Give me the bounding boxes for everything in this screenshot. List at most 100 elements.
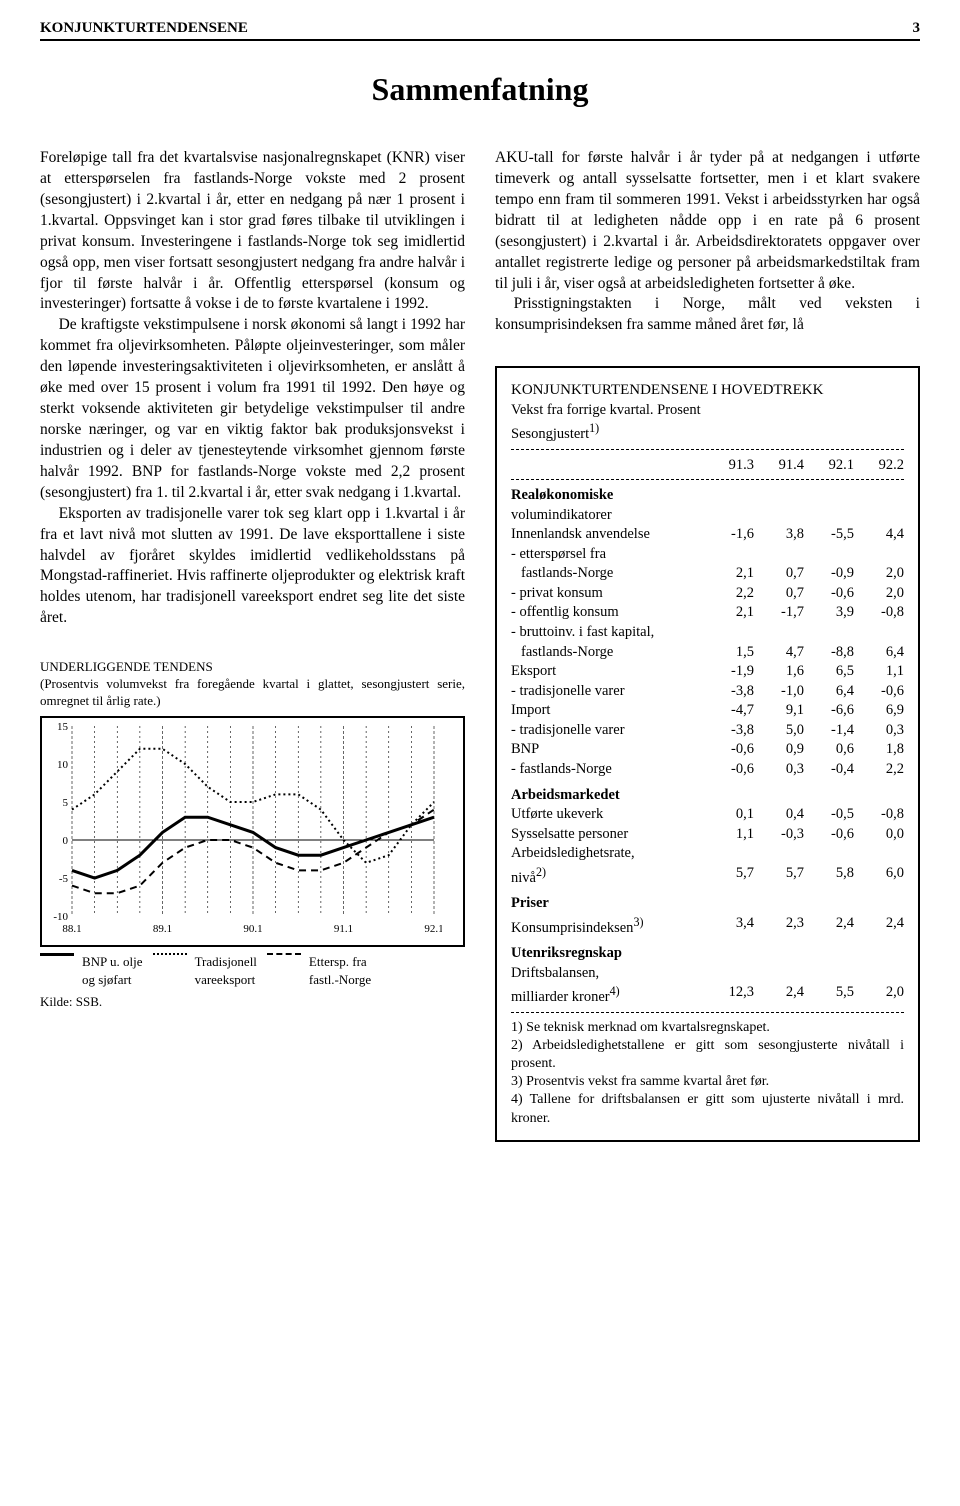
table-row-label: Import <box>511 701 704 721</box>
table-cell: 5,8 <box>804 864 854 888</box>
table-row-label: Utførte ukeverk <box>511 805 704 825</box>
table-row: nivå2)5,75,75,86,0 <box>511 864 904 888</box>
table-row: Import-4,79,1-6,66,9 <box>511 701 904 721</box>
table-cell <box>854 623 904 643</box>
svg-text:-5: -5 <box>59 873 69 885</box>
table-cell: 6,4 <box>804 682 854 702</box>
table-notes: 1) Se teknisk merknad om kvartalsregnska… <box>511 1019 904 1128</box>
table-cell: 2,0 <box>854 584 904 604</box>
table-row-label: - tradisjonelle varer <box>511 721 704 741</box>
table-cell: 2,0 <box>854 983 904 1007</box>
svg-text:15: 15 <box>57 721 69 733</box>
table-cell: 5,7 <box>754 864 804 888</box>
table-cell: -8,8 <box>804 643 854 663</box>
table-cell: 0,9 <box>754 740 804 760</box>
summary-table: KONJUNKTURTENDENSENE I HOVEDTREKK Vekst … <box>495 366 920 1141</box>
table-row: - privat konsum2,20,7-0,62,0 <box>511 584 904 604</box>
dash-rule <box>511 1012 904 1013</box>
table-cell: 2,0 <box>854 564 904 584</box>
main-title: Sammenfatning <box>40 71 920 108</box>
table-cell: 9,1 <box>754 701 804 721</box>
table-cell: -0,5 <box>804 805 854 825</box>
chart-legend: BNP u. oljeog sjøfartTradisjonellvareeks… <box>40 953 465 989</box>
table-cell <box>804 964 854 984</box>
table-row: Driftsbalansen, <box>511 964 904 984</box>
table-cell: -0,4 <box>804 760 854 780</box>
table-cell <box>854 964 904 984</box>
table-cell: 1,1 <box>704 825 754 845</box>
table-cell <box>804 623 854 643</box>
table-note: 2) Arbeidsledighetstallene er gitt som s… <box>511 1037 904 1073</box>
table-cell: 2,1 <box>704 564 754 584</box>
svg-text:5: 5 <box>63 797 69 809</box>
table-cell: -4,7 <box>704 701 754 721</box>
table-cell: 2,1 <box>704 603 754 623</box>
table-row-label: Konsumprisindeksen3) <box>511 914 704 938</box>
table-row: Utførte ukeverk0,10,4-0,5-0,8 <box>511 805 904 825</box>
table-cell: -3,8 <box>704 721 754 741</box>
table-cell: 2,4 <box>804 914 854 938</box>
table-row-label: BNP <box>511 740 704 760</box>
table-cell: 6,5 <box>804 662 854 682</box>
table-row-label: - etterspørsel fra <box>511 545 704 565</box>
table-cell: -0,3 <box>754 825 804 845</box>
table-row: - fastlands-Norge-0,60,3-0,42,2 <box>511 760 904 780</box>
svg-text:92.1: 92.1 <box>424 923 442 935</box>
table-cell: 5,0 <box>754 721 804 741</box>
table-cell: 0,0 <box>854 825 904 845</box>
table-col-headers: 91.391.492.192.2 <box>511 456 904 476</box>
table-cell: -0,6 <box>704 760 754 780</box>
table-section-heading: Arbeidsmarkedet <box>511 786 904 806</box>
table-row: Innenlandsk anvendelse-1,63,8-5,54,4 <box>511 525 904 545</box>
table-cell: -6,6 <box>804 701 854 721</box>
table-row: Konsumprisindeksen3)3,42,32,42,4 <box>511 914 904 938</box>
legend-swatch <box>40 953 74 956</box>
table-cell: -0,6 <box>804 584 854 604</box>
header-left: KONJUNKTURTENDENSENE <box>40 20 248 37</box>
table-row: - tradisjonelle varer-3,85,0-1,40,3 <box>511 721 904 741</box>
svg-text:90.1: 90.1 <box>243 923 262 935</box>
table-note: 4) Tallene for driftsbalansen er gitt so… <box>511 1091 904 1127</box>
table-row-label: - offentlig konsum <box>511 603 704 623</box>
table-row-label: milliarder kroner4) <box>511 983 704 1007</box>
chart-source: Kilde: SSB. <box>40 993 465 1011</box>
table-cell: 0,6 <box>804 740 854 760</box>
table-cell: 0,7 <box>754 564 804 584</box>
table-cell: -0,8 <box>854 603 904 623</box>
table-row: BNP-0,60,90,61,8 <box>511 740 904 760</box>
svg-text:10: 10 <box>57 759 69 771</box>
table-cell: 3,4 <box>704 914 754 938</box>
table-cell: 3,8 <box>754 525 804 545</box>
table-cell <box>804 545 854 565</box>
table-cell <box>704 545 754 565</box>
table-section-heading: Utenriksregnskap <box>511 944 904 964</box>
table-cell: -1,4 <box>804 721 854 741</box>
table-row-label: - tradisjonelle varer <box>511 682 704 702</box>
table-row-label: fastlands-Norge <box>511 564 704 584</box>
table-col-header: 92.1 <box>804 456 854 476</box>
body-paragraph: AKU-tall for første halvår i år tyder på… <box>495 148 920 294</box>
table-cell: 6,0 <box>854 864 904 888</box>
table-row: Eksport-1,91,66,51,1 <box>511 662 904 682</box>
table-cell: -0,6 <box>854 682 904 702</box>
table-row: - tradisjonelle varer-3,8-1,06,4-0,6 <box>511 682 904 702</box>
table-cell: 2,4 <box>754 983 804 1007</box>
body-paragraph: De kraftigste vekstimpulsene i norsk øko… <box>40 315 465 503</box>
chart-title: UNDERLIGGENDE TENDENS (Prosentvis volumv… <box>40 659 465 710</box>
svg-text:-10: -10 <box>53 911 68 923</box>
table-cell: 0,3 <box>854 721 904 741</box>
table-row-label: - bruttoinv. i fast kapital, <box>511 623 704 643</box>
table-cell: -1,9 <box>704 662 754 682</box>
table-row-label: fastlands-Norge <box>511 643 704 663</box>
chart-block: UNDERLIGGENDE TENDENS (Prosentvis volumv… <box>40 659 465 1011</box>
legend-label: Ettersp. frafastl.-Norge <box>309 953 371 989</box>
legend-label: Tradisjonellvareeksport <box>195 953 257 989</box>
table-cell <box>854 545 904 565</box>
table-cell: 2,2 <box>704 584 754 604</box>
table-section-subheading: volumindikatorer <box>511 506 904 526</box>
table-cell: -1,7 <box>754 603 804 623</box>
table-row-label: Sysselsatte personer <box>511 825 704 845</box>
header-page-number: 3 <box>913 20 921 37</box>
table-col-header: 92.2 <box>854 456 904 476</box>
table-row: - offentlig konsum2,1-1,73,9-0,8 <box>511 603 904 623</box>
